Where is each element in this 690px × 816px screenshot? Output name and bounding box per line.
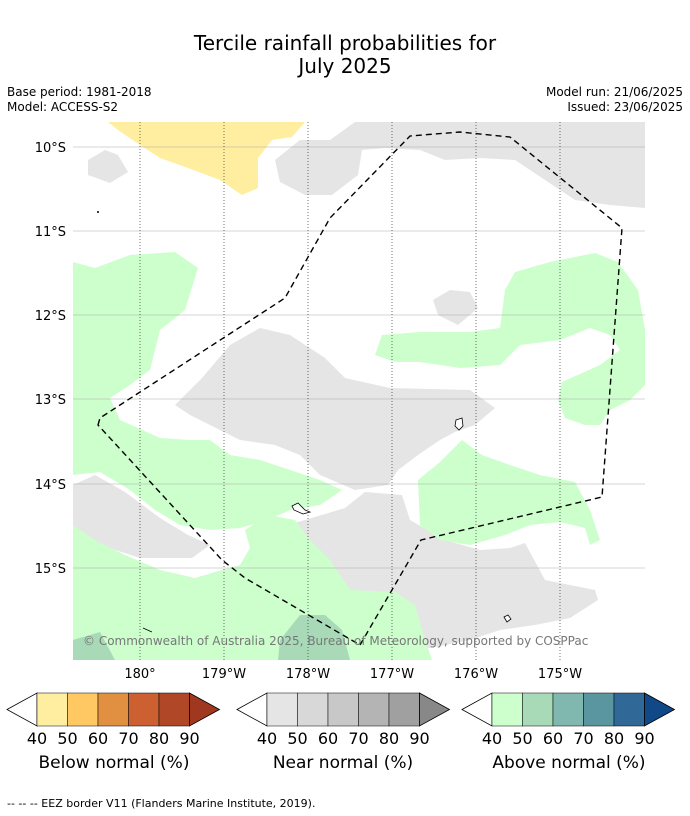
near-normal-colorbar-upper-extension xyxy=(419,692,451,727)
title-line-2: July 2025 xyxy=(298,54,392,78)
lon-label: 176°W xyxy=(454,667,498,682)
near-normal-colorbar-tick: 40 xyxy=(257,729,277,748)
lat-label: 12°S xyxy=(35,309,66,324)
near-normal-colorbar-tick: 90 xyxy=(409,729,429,748)
metadata-right: Model run: 21/06/2025 Issued: 23/06/2025 xyxy=(546,85,683,115)
below-normal-colorbar-tick: 90 xyxy=(179,729,199,748)
islet-marker xyxy=(97,211,99,213)
lat-label: 14°S xyxy=(35,478,66,493)
above-normal-colorbar-tick: 70 xyxy=(573,729,593,748)
below-normal-label: Below normal (%) xyxy=(38,753,190,773)
above-normal-region-east xyxy=(375,253,645,425)
near-normal-colorbar-tick: 70 xyxy=(348,729,368,748)
below-normal-colorbar-tick: 80 xyxy=(149,729,169,748)
above-normal-colorbar-segment xyxy=(552,692,584,727)
above-normal-colorbar-tick: 60 xyxy=(543,729,563,748)
lon-label: 179°W xyxy=(202,667,246,682)
near-normal-colorbar-segment xyxy=(297,692,329,727)
metadata-left: Base period: 1981-2018 Model: ACCESS-S2 xyxy=(7,85,152,115)
above-normal-colorbar-segment xyxy=(613,692,645,727)
map-title: Tercile rainfall probabilities for July … xyxy=(0,32,690,78)
above-normal-colorbar-tick: 50 xyxy=(512,729,532,748)
above-normal-colorbar-tick: 80 xyxy=(604,729,624,748)
island-coastline-2 xyxy=(291,502,312,515)
above-normal-50-region-a xyxy=(73,632,115,660)
island-coastline-3 xyxy=(503,614,512,623)
below-normal-colorbar-segment xyxy=(128,692,160,727)
above-normal-colorbar-segment xyxy=(583,692,615,727)
below-normal-colorbar-segment xyxy=(36,692,68,727)
below-normal-colorbar-tick: 50 xyxy=(57,729,77,748)
longitude-labels: 180° 179°W 178°W 177°W 176°W 175°W xyxy=(124,667,582,682)
above-normal-colorbar-segment xyxy=(491,692,523,727)
near-normal-label: Near normal (%) xyxy=(272,753,414,773)
eez-legend-note: -- -- -- EEZ border V11 (Flanders Marine… xyxy=(7,797,316,810)
above-normal-colorbar-segment xyxy=(522,692,554,727)
lat-label: 11°S xyxy=(35,225,66,240)
colorbar-legend: 40 50 60 70 80 90 40 50 60 70 80 90 40 50 60 70 80 90 xyxy=(6,692,676,748)
lon-label: 178°W xyxy=(286,667,330,682)
near-normal-region-top xyxy=(275,122,645,208)
base-period-text: Base period: 1981-2018 xyxy=(7,85,152,99)
near-normal-region-west xyxy=(73,475,210,558)
near-normal-colorbar-segment xyxy=(327,692,359,727)
above-normal-colorbar-tick: 40 xyxy=(482,729,502,748)
below-normal-colorbar-tick: 70 xyxy=(118,729,138,748)
island-coastline-4 xyxy=(142,627,153,633)
above-normal-50-region-b xyxy=(278,615,350,660)
below-normal-40-region xyxy=(108,122,305,195)
above-normal-colorbar-upper-extension xyxy=(644,692,676,727)
lon-label: 175°W xyxy=(538,667,582,682)
lon-label: 180° xyxy=(124,667,155,682)
above-normal-colorbar-lower-extension xyxy=(461,692,493,727)
title-line-1: Tercile rainfall probabilities for xyxy=(193,31,497,55)
lat-label: 13°S xyxy=(35,393,66,408)
map-panel: © Commonwealth of Australia 2025, Bureau… xyxy=(73,122,645,660)
island-coastline-1 xyxy=(454,417,464,431)
near-normal-colorbar-segment xyxy=(358,692,390,727)
near-normal-region-south xyxy=(258,492,598,650)
lon-label: 177°W xyxy=(370,667,414,682)
near-normal-colorbar-segment xyxy=(266,692,298,727)
below-normal-colorbar-upper-extension xyxy=(189,692,221,727)
latitude-labels: 10°S 11°S 12°S 13°S 14°S 15°S xyxy=(35,141,66,577)
near-normal-region-island xyxy=(433,290,478,325)
below-normal-colorbar-segment xyxy=(97,692,129,727)
above-normal-region-southwest xyxy=(73,515,432,660)
copyright-notice: © Commonwealth of Australia 2025, Bureau… xyxy=(83,634,588,648)
near-normal-colorbar-tick: 60 xyxy=(318,729,338,748)
near-normal-colorbar-segment xyxy=(388,692,420,727)
lat-label: 10°S xyxy=(35,141,66,156)
below-normal-colorbar-segment xyxy=(158,692,190,727)
near-normal-region-nw xyxy=(88,150,128,183)
below-normal-colorbar-tick: 40 xyxy=(27,729,47,748)
above-normal-label: Above normal (%) xyxy=(492,753,646,773)
near-normal-colorbar-lower-extension xyxy=(236,692,268,727)
below-normal-colorbar-lower-extension xyxy=(6,692,38,727)
model-run-text: Model run: 21/06/2025 xyxy=(545,85,683,99)
below-normal-colorbar-tick: 60 xyxy=(88,729,108,748)
lat-label: 15°S xyxy=(35,562,66,577)
above-normal-colorbar-tick: 90 xyxy=(634,729,654,748)
below-normal-colorbar-segment xyxy=(67,692,99,727)
above-normal-region-west xyxy=(73,252,342,530)
eez-border xyxy=(97,131,623,646)
latitude-gridlines xyxy=(73,146,645,569)
above-normal-region-southeast xyxy=(418,440,600,545)
issued-text: Issued: 23/06/2025 xyxy=(567,100,683,114)
near-normal-colorbar-tick: 50 xyxy=(287,729,307,748)
near-normal-colorbar-tick: 80 xyxy=(379,729,399,748)
near-normal-region-center xyxy=(175,328,495,490)
model-text: Model: ACCESS-S2 xyxy=(7,100,119,114)
